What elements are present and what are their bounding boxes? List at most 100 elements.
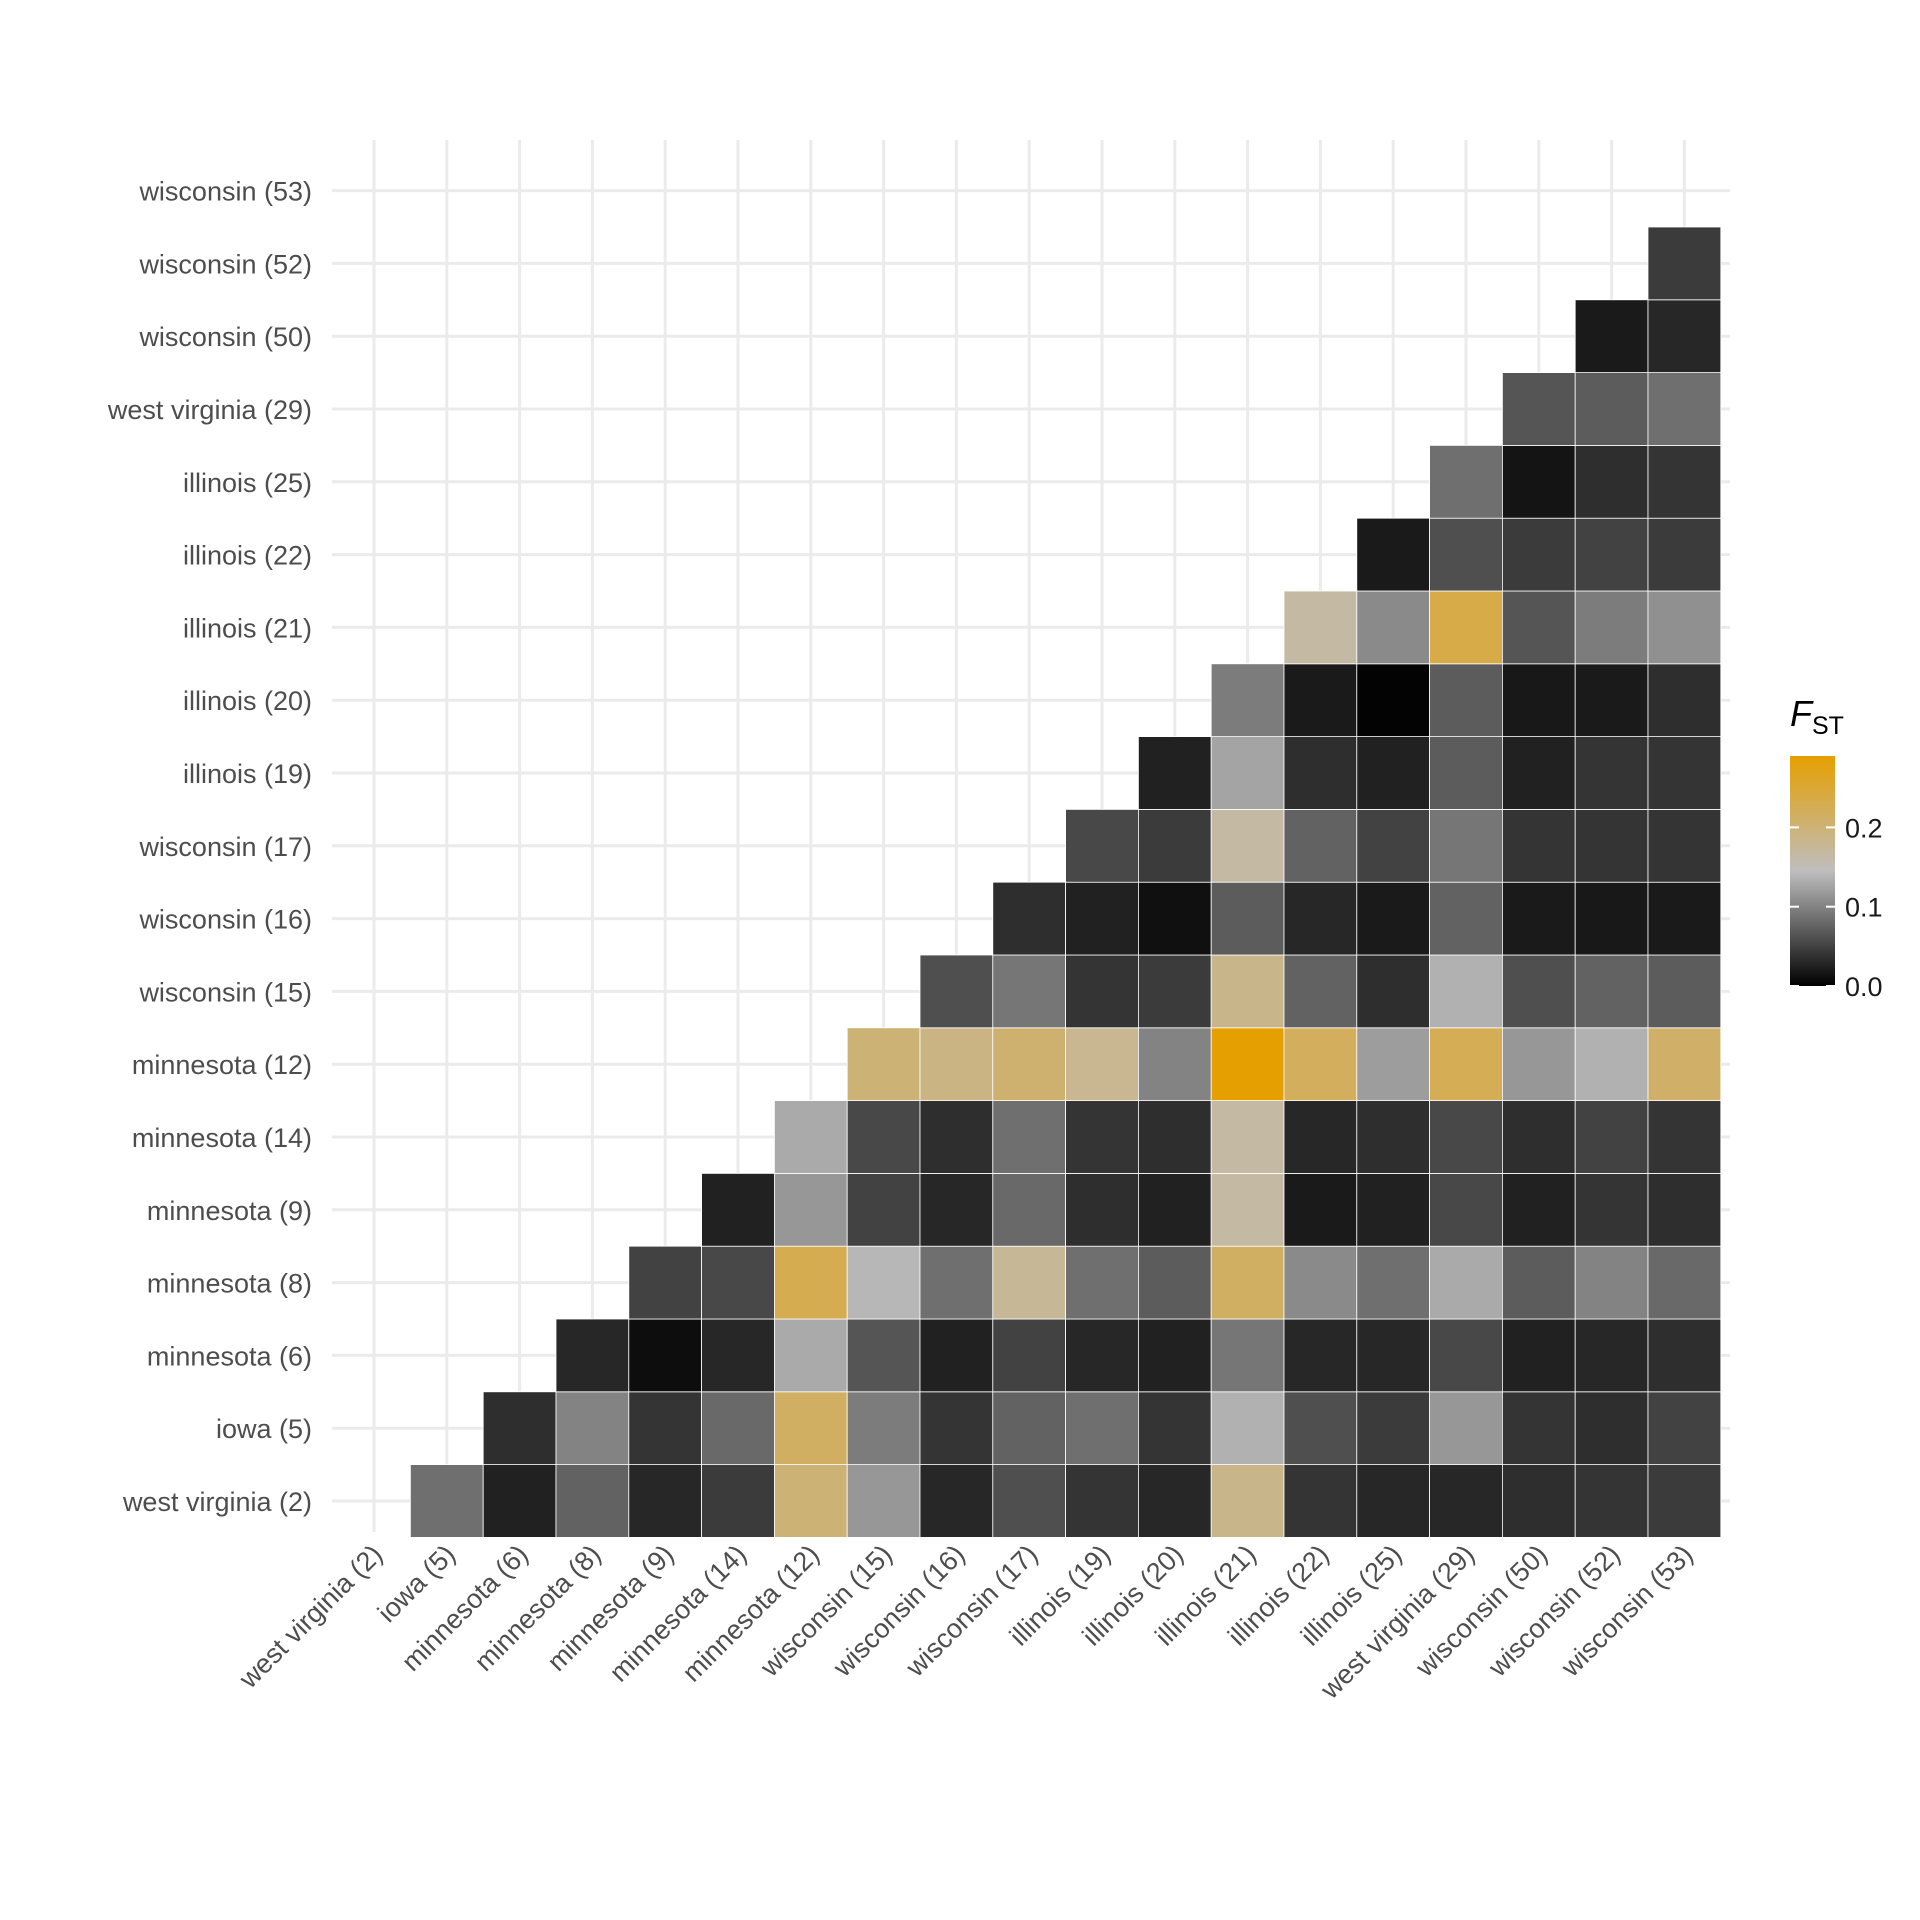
heatmap-cell — [1210, 736, 1285, 810]
heatmap-cell — [1429, 809, 1503, 883]
x-tick-label: west virginia (2) — [233, 1539, 389, 1695]
heatmap-cell — [1210, 1173, 1285, 1247]
heatmap-cell — [1356, 1173, 1431, 1247]
heatmap-cell — [1647, 954, 1722, 1029]
heatmap-cell — [1647, 736, 1722, 810]
x-tick-label: wisconsin (53) — [1555, 1539, 1699, 1683]
heatmap-cell — [482, 1464, 557, 1538]
y-tick-label: illinois (22) — [183, 541, 312, 571]
heatmap-cell — [1429, 1027, 1503, 1102]
y-tick-label: minnesota (9) — [147, 1196, 312, 1226]
heatmap-cell — [1647, 299, 1722, 373]
heatmap-cell — [1647, 1464, 1722, 1538]
heatmap-cell — [1210, 881, 1285, 956]
heatmap-cell — [1502, 1173, 1576, 1247]
heatmap-cell — [774, 1318, 848, 1393]
heatmap-cell — [1429, 1318, 1503, 1393]
heatmap-cell — [701, 1391, 775, 1466]
heatmap-cell — [1574, 444, 1649, 519]
heatmap-cell — [1429, 881, 1503, 956]
heatmap-cell — [992, 1173, 1066, 1247]
heatmap-cell — [846, 1391, 921, 1466]
heatmap-cell — [1283, 1318, 1358, 1393]
y-tick-label: illinois (19) — [183, 759, 312, 789]
y-tick-label: illinois (25) — [183, 468, 312, 498]
heatmap-cell — [846, 1245, 921, 1320]
heatmap-cell — [1502, 663, 1576, 737]
y-axis-tick-labels: west virginia (2) iowa (5) minnesota (6) mi… — [107, 177, 312, 1517]
y-tick-label: illinois (20) — [183, 686, 312, 716]
heatmap-cell — [1429, 954, 1503, 1029]
heatmap-cell — [1283, 809, 1358, 883]
heatmap-cell — [1210, 1245, 1285, 1320]
heatmap-cell — [846, 1464, 921, 1538]
heatmap-cell — [919, 1173, 994, 1247]
heatmap-cell — [992, 1464, 1066, 1538]
heatmap-cell — [701, 1245, 775, 1320]
heatmap-cell — [555, 1318, 630, 1393]
heatmap-cell — [1647, 590, 1722, 665]
heatmap-cell — [1429, 517, 1503, 592]
legend-title: FST — [1790, 693, 1844, 740]
y-tick-label: wisconsin (17) — [138, 832, 312, 862]
heatmap-cell — [1356, 881, 1431, 956]
heatmap-cell — [1647, 1173, 1722, 1247]
heatmap-cell — [555, 1391, 630, 1466]
heatmap-cell — [1574, 299, 1649, 373]
heatmap-cell — [846, 1318, 921, 1393]
heatmap-cell — [701, 1173, 775, 1247]
heatmap-cell — [1065, 1100, 1139, 1174]
heatmap-cell — [846, 1173, 921, 1247]
heatmap-cell — [1429, 1391, 1503, 1466]
heatmap-cell — [1283, 1100, 1358, 1174]
heatmap-cell — [1138, 809, 1212, 883]
heatmap-cell — [992, 881, 1066, 956]
heatmap-cell — [1647, 1100, 1722, 1174]
y-tick-label: wisconsin (50) — [138, 322, 312, 352]
heatmap-cell — [919, 954, 994, 1029]
heatmap-cell — [1502, 1464, 1576, 1538]
heatmap-cell — [1502, 444, 1576, 519]
heatmap-cell — [1429, 1464, 1503, 1538]
heatmap-cell — [1138, 954, 1212, 1029]
heatmap-cell — [1574, 736, 1649, 810]
heatmap-cell — [1356, 1464, 1431, 1538]
heatmap-cell — [992, 1027, 1066, 1102]
heatmap-cell — [1138, 1100, 1212, 1174]
heatmap-cell — [919, 1027, 994, 1102]
heatmap-cell — [1065, 881, 1139, 956]
heatmap-cell — [1356, 1245, 1431, 1320]
heatmap-cell — [1429, 1173, 1503, 1247]
heatmap-cell — [701, 1464, 775, 1538]
heatmap-cell — [1502, 809, 1576, 883]
heatmap-cell — [1356, 954, 1431, 1029]
heatmap-cell — [1647, 881, 1722, 956]
heatmap-cell — [1574, 1318, 1649, 1393]
heatmap-cell — [1065, 1173, 1139, 1247]
heatmap-cell — [1210, 809, 1285, 883]
heatmap-cell — [628, 1318, 702, 1393]
heatmap-cell — [1065, 954, 1139, 1029]
heatmap-cell — [1429, 1100, 1503, 1174]
heatmap-cell — [1502, 1100, 1576, 1174]
heatmap-cell — [1356, 590, 1431, 665]
heatmap-cell — [1356, 809, 1431, 883]
heatmap-cell — [1647, 226, 1722, 301]
heatmap-cells — [409, 226, 1722, 1538]
heatmap-cell — [1065, 1318, 1139, 1393]
y-tick-label: west virginia (29) — [107, 395, 312, 425]
heatmap-cell — [1574, 954, 1649, 1029]
heatmap-cell — [1647, 517, 1722, 592]
heatmap-cell — [919, 1100, 994, 1174]
heatmap-cell — [1065, 1245, 1139, 1320]
heatmap-cell — [1429, 590, 1503, 665]
legend-ticks: 0.0 0.1 0.2 — [1790, 813, 1883, 1002]
heatmap-cell — [774, 1100, 848, 1174]
heatmap-cell — [1647, 444, 1722, 519]
heatmap-cell — [1574, 1245, 1649, 1320]
heatmap-cell — [1065, 1027, 1139, 1102]
y-tick-label: west virginia (2) — [122, 1487, 312, 1517]
heatmap-cell — [1429, 444, 1503, 519]
heatmap-cell — [1138, 736, 1212, 810]
